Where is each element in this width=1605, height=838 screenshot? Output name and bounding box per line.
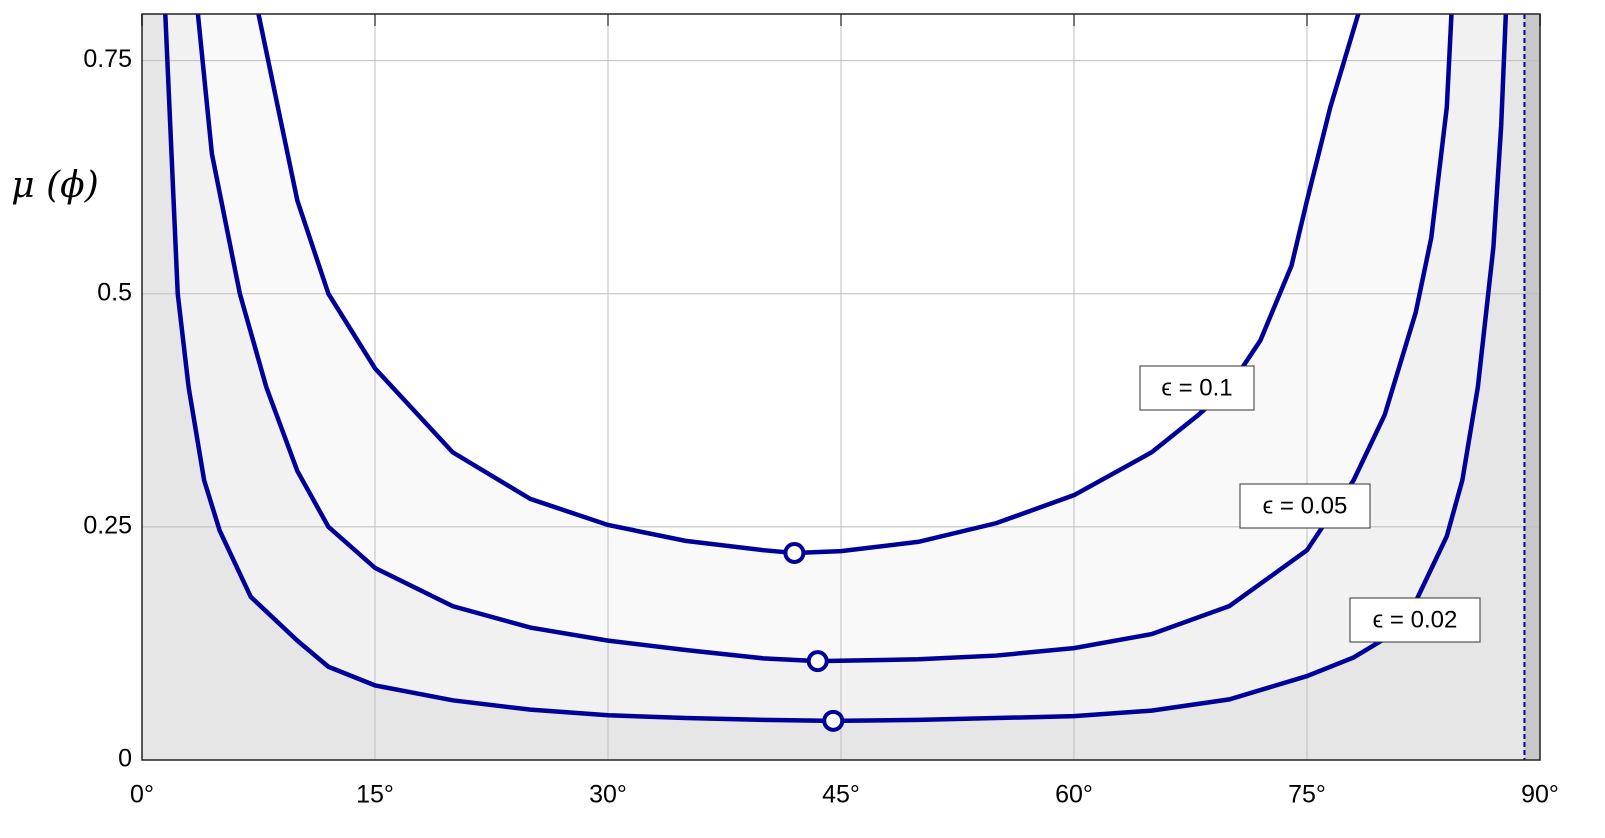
series-label: ϵ = 0.02 [1373,606,1458,633]
minimum-marker [806,650,829,673]
y-axis-label: μ (ϕ) [11,165,98,206]
series-label: ϵ = 0.1 [1161,374,1232,401]
plot-area [142,14,1540,760]
y-tick-label: 0.75 [83,45,132,73]
x-tick-label: 90° [1521,781,1559,809]
label-box [1139,365,1255,411]
x-tick-label: 0° [130,781,154,809]
x-tick-label: 75° [1288,781,1326,809]
x-tick-label: 30° [589,781,627,809]
x-tick-label: 15° [356,781,394,809]
y-tick-label: 0.5 [97,278,132,306]
minimum-marker [822,709,845,732]
label-box [1349,597,1481,643]
y-tick-label: 0 [118,745,132,773]
curve [256,14,1361,556]
plot-frame [141,13,1541,761]
series-label: ϵ = 0.05 [1263,492,1348,519]
minimum-marker [783,541,806,564]
x-tick-label: 45° [822,781,860,809]
label-box [1239,483,1371,529]
region-fill [258,14,1359,553]
y-tick-label: 0.25 [83,511,132,539]
boundary-band [1524,14,1540,760]
curve [163,14,1509,724]
x-tick-label: 60° [1055,781,1093,809]
